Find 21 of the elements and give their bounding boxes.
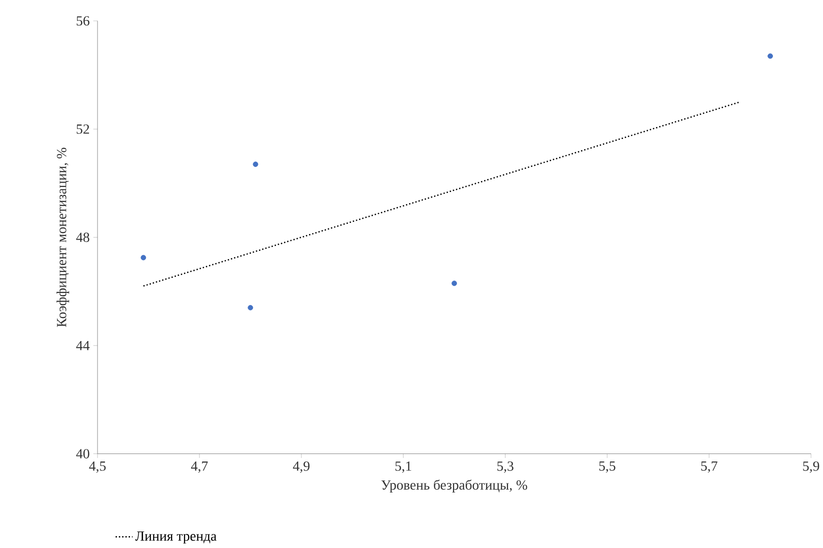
y-tick-label: 56: [76, 16, 90, 26]
x-axis-title: Уровень безработицы, %: [381, 479, 528, 492]
x-tick-label: 5,5: [599, 461, 616, 473]
point: [248, 304, 254, 310]
y-axis-title: Коэффициент монетизации, %: [56, 148, 70, 327]
x-tick-label: 4,9: [292, 461, 310, 473]
point: [140, 254, 146, 260]
legend-label: Линия тренда: [135, 531, 217, 544]
point: [252, 161, 258, 167]
y-tick-label: 52: [76, 124, 90, 134]
y-tick-label: 40: [76, 448, 90, 458]
x-tick-label: 5,3: [497, 461, 514, 473]
x-tick-label: 5,9: [803, 461, 820, 473]
x-tick-label: 5,7: [701, 461, 718, 473]
x-tick-label: 4,7: [191, 461, 208, 473]
point: [452, 280, 457, 286]
x-tick-label: 4,5: [89, 461, 106, 473]
x-tick-label: 5,1: [395, 461, 412, 473]
y-tick-label: 44: [76, 340, 90, 350]
y-tick-label: 48: [76, 232, 90, 242]
point: [768, 53, 773, 59]
